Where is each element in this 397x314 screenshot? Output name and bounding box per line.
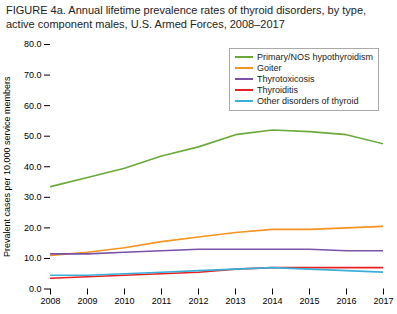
- svg-text:2017: 2017: [373, 296, 393, 306]
- svg-text:Prevalent cases per 10,000 ser: Prevalent cases per 10,000 service membe…: [2, 75, 12, 256]
- svg-text:2015: 2015: [299, 296, 319, 306]
- html-text:Primary/NOS hypothyroidism: Primary/NOS hypothyroidism: [257, 51, 373, 62]
- svg-text:2016: 2016: [336, 296, 356, 306]
- svg-text:2011: 2011: [152, 296, 171, 306]
- svg-text:2014: 2014: [262, 296, 282, 306]
- svg-text:2009: 2009: [77, 296, 97, 306]
- svg-text:20.0: 20.0: [24, 222, 42, 232]
- html-text:Thyrotoxicosis: Thyrotoxicosis: [257, 73, 315, 84]
- svg-text:30.0: 30.0: [24, 192, 42, 202]
- svg-text:2013: 2013: [225, 296, 245, 306]
- html-text:FIGURE 4a. Annual lifetime pre: FIGURE 4a. Annual lifetime prevalence ra…: [6, 4, 367, 30]
- svg-text:0.0: 0.0: [29, 283, 42, 293]
- svg-text:40.0: 40.0: [24, 161, 42, 171]
- svg-text:10.0: 10.0: [24, 253, 42, 263]
- svg-text:80.0: 80.0: [24, 39, 42, 49]
- svg-text:60.0: 60.0: [24, 100, 42, 110]
- svg-text:50.0: 50.0: [24, 131, 42, 141]
- svg-text:2010: 2010: [114, 296, 134, 306]
- svg-text:2008: 2008: [40, 296, 60, 306]
- svg-text:70.0: 70.0: [24, 69, 42, 79]
- html-text:Goiter: Goiter: [257, 62, 282, 73]
- html-text:Thyroiditis: Thyroiditis: [257, 84, 298, 95]
- html-text:Other disorders of thyroid: Other disorders of thyroid: [257, 95, 359, 106]
- svg-text:2012: 2012: [188, 296, 208, 306]
